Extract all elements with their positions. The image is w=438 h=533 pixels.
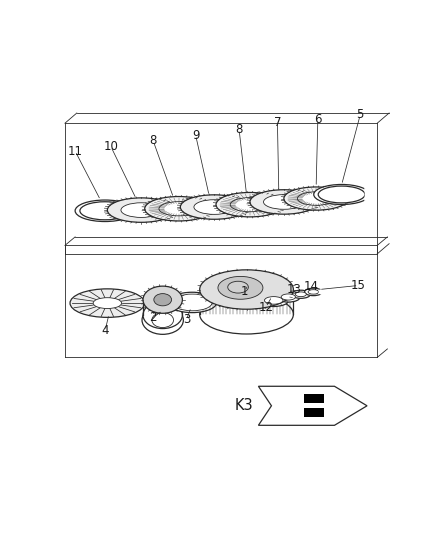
Text: 10: 10	[103, 140, 118, 153]
Ellipse shape	[145, 197, 212, 221]
Polygon shape	[258, 386, 367, 425]
Ellipse shape	[121, 203, 162, 217]
Ellipse shape	[168, 292, 217, 313]
Ellipse shape	[276, 292, 300, 302]
Bar	[304, 394, 324, 402]
Ellipse shape	[308, 289, 319, 294]
Text: 1: 1	[241, 285, 249, 298]
Ellipse shape	[250, 190, 318, 214]
Ellipse shape	[80, 202, 130, 220]
Wedge shape	[364, 187, 371, 202]
Text: 5: 5	[357, 108, 364, 121]
Text: 2: 2	[149, 311, 157, 324]
Bar	[304, 408, 324, 417]
Ellipse shape	[75, 200, 135, 222]
Ellipse shape	[107, 198, 175, 222]
Ellipse shape	[142, 306, 184, 334]
Text: 14: 14	[304, 280, 319, 293]
Text: 8: 8	[149, 134, 157, 147]
Ellipse shape	[318, 186, 365, 203]
Ellipse shape	[228, 281, 248, 293]
Ellipse shape	[143, 302, 182, 328]
Ellipse shape	[200, 295, 293, 334]
Text: K3: K3	[235, 398, 254, 413]
Ellipse shape	[93, 298, 122, 309]
Ellipse shape	[70, 289, 145, 317]
Ellipse shape	[180, 195, 248, 219]
Text: 6: 6	[314, 114, 321, 126]
Wedge shape	[318, 288, 323, 295]
Text: 15: 15	[351, 279, 366, 292]
Text: 12: 12	[258, 301, 273, 314]
Ellipse shape	[304, 288, 322, 296]
Text: 7: 7	[274, 116, 281, 129]
Text: 13: 13	[287, 283, 302, 296]
Ellipse shape	[259, 294, 289, 306]
Ellipse shape	[216, 192, 284, 217]
Text: 8: 8	[235, 123, 243, 136]
Ellipse shape	[200, 270, 293, 309]
Ellipse shape	[218, 277, 263, 299]
Ellipse shape	[281, 294, 295, 300]
Ellipse shape	[295, 292, 306, 297]
Ellipse shape	[291, 290, 311, 298]
Ellipse shape	[143, 286, 182, 313]
Ellipse shape	[152, 313, 173, 328]
Ellipse shape	[314, 184, 369, 205]
Text: 9: 9	[192, 128, 199, 142]
Ellipse shape	[159, 201, 198, 216]
Text: 4: 4	[101, 325, 109, 337]
Ellipse shape	[265, 296, 283, 304]
Text: 3: 3	[183, 313, 190, 326]
Ellipse shape	[172, 294, 212, 311]
Ellipse shape	[154, 294, 172, 306]
Ellipse shape	[284, 187, 348, 210]
Ellipse shape	[194, 200, 235, 214]
Ellipse shape	[264, 195, 304, 209]
Text: 11: 11	[67, 144, 83, 158]
Ellipse shape	[230, 198, 270, 212]
Ellipse shape	[297, 192, 335, 205]
